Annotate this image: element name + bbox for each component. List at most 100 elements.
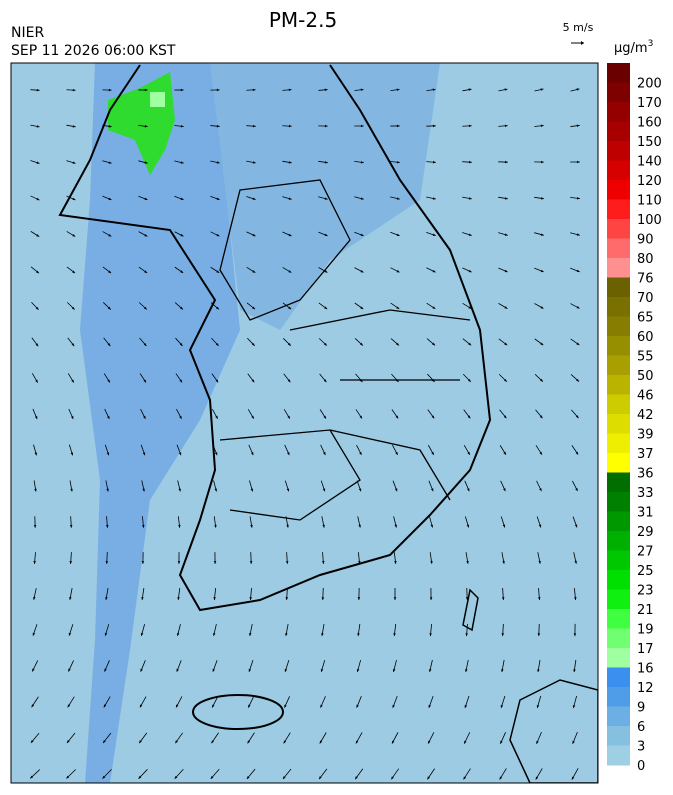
wind-arrow-head bbox=[180, 233, 184, 237]
wind-arrow-head bbox=[536, 740, 539, 744]
colorbar-label: 160 bbox=[637, 116, 662, 131]
wind-arrow-head bbox=[429, 597, 433, 600]
wind-arrow-head bbox=[428, 740, 431, 744]
colorbar-label: 23 bbox=[637, 584, 654, 599]
wind-arrow-head bbox=[66, 775, 70, 779]
wind-arrow-head bbox=[35, 306, 39, 310]
wind-arrow-head bbox=[216, 233, 220, 237]
wind-arrow-head bbox=[468, 88, 472, 91]
wind-arrow-head bbox=[576, 124, 580, 128]
wind-arrow-head bbox=[396, 197, 400, 200]
colorbar-segment bbox=[607, 726, 630, 746]
wind-arrow-head bbox=[144, 270, 148, 273]
wind-arrow-head bbox=[431, 415, 435, 419]
wind-arrow-head bbox=[431, 451, 434, 455]
wind-arrow-head bbox=[468, 233, 472, 236]
wind-arrow-head bbox=[504, 342, 508, 346]
wind-arrow-head bbox=[502, 560, 505, 564]
wind-arrow-head bbox=[576, 378, 579, 382]
wind-arrow-head bbox=[465, 597, 469, 600]
wind-arrow-head bbox=[144, 197, 148, 200]
wind-arrow-head bbox=[176, 668, 179, 672]
wind-arrow-head bbox=[34, 488, 37, 492]
colorbar-segment bbox=[607, 141, 630, 161]
wind-arrow-head bbox=[392, 704, 395, 708]
japan-coast bbox=[509, 679, 598, 783]
colorbar-segment bbox=[607, 394, 630, 415]
province-border bbox=[219, 179, 471, 521]
wind-arrow-head bbox=[176, 704, 179, 708]
wind-arrow-head bbox=[503, 415, 507, 419]
wind-arrow-head bbox=[324, 124, 328, 128]
wind-arrow-head bbox=[34, 452, 38, 456]
wind-arrow-head bbox=[468, 160, 472, 164]
wind-arrow-head bbox=[356, 704, 359, 708]
colorbar-label: 70 bbox=[637, 291, 654, 306]
wind-arrow-head bbox=[214, 452, 218, 456]
wind-arrow-head bbox=[179, 343, 183, 346]
wind-arrow-head bbox=[107, 415, 110, 419]
wind-arrow-head bbox=[393, 633, 396, 637]
wind-arrow-head bbox=[251, 342, 255, 346]
wind-arrow-head bbox=[319, 776, 322, 780]
wind-arrow-head bbox=[143, 415, 146, 419]
colorbar-label: 33 bbox=[637, 486, 654, 501]
wind-arrow-head bbox=[142, 524, 145, 528]
wind-arrow-head bbox=[396, 306, 400, 309]
wind-arrow-head bbox=[249, 597, 252, 600]
wind-arrow-head bbox=[252, 161, 256, 164]
wind-arrow-head bbox=[576, 233, 580, 236]
wind-arrow-head bbox=[396, 124, 400, 128]
wind-arrow-head bbox=[539, 488, 542, 492]
wind-arrow-head bbox=[33, 596, 36, 600]
wind-arrow-head bbox=[250, 524, 253, 528]
wind-arrow-head bbox=[394, 524, 397, 528]
wind-arrow-head bbox=[432, 233, 436, 236]
wind-arrow-head bbox=[539, 451, 543, 455]
wind-arrow-head bbox=[180, 197, 184, 200]
wind-arrow-head bbox=[324, 270, 328, 273]
wind-arrow-head bbox=[356, 669, 360, 672]
wind-arrow-head bbox=[323, 379, 327, 383]
wind-arrow-head bbox=[288, 88, 292, 92]
agency: NIER bbox=[11, 25, 44, 41]
wind-arrow-head bbox=[215, 415, 218, 419]
wind-arrow-head bbox=[501, 669, 504, 673]
unit-sup: 3 bbox=[648, 39, 654, 49]
wind-arrow-head bbox=[499, 776, 503, 780]
wind-arrow-head bbox=[432, 269, 436, 273]
colorbar-segment bbox=[607, 355, 630, 376]
wind-arrow-head bbox=[142, 452, 146, 456]
wind-arrow-head bbox=[35, 379, 38, 383]
colorbar-label: 25 bbox=[637, 564, 654, 579]
wind-arrow-head bbox=[324, 161, 328, 164]
colorbar-label: 6 bbox=[637, 720, 645, 735]
wind-arrow-head bbox=[392, 669, 396, 672]
wind-arrow-head bbox=[178, 524, 181, 528]
wind-arrow-head bbox=[106, 488, 109, 492]
wind-arrow-head bbox=[210, 775, 214, 779]
wind-arrow-head bbox=[321, 597, 325, 600]
wind-arrow-head bbox=[503, 451, 506, 455]
wind-arrow-head bbox=[105, 524, 109, 528]
wind-arrow-head bbox=[143, 343, 147, 347]
wind-arrow-head bbox=[576, 306, 580, 309]
wind-arrow-head bbox=[464, 740, 467, 744]
wind-arrow-head bbox=[70, 452, 74, 456]
wind-arrow-head bbox=[540, 342, 544, 346]
wind-arrow-head bbox=[285, 561, 289, 564]
wind-arrow-head bbox=[395, 451, 398, 455]
wind-arrow-head bbox=[105, 597, 108, 600]
wind-arrow-head bbox=[468, 269, 472, 273]
wind-arrow-head bbox=[138, 775, 142, 779]
wind-arrow-head bbox=[360, 160, 364, 164]
wind-arrow-head bbox=[322, 524, 325, 528]
wind-arrow-head bbox=[575, 451, 579, 455]
wind-arrow-head bbox=[431, 379, 435, 382]
wind-arrow-head bbox=[140, 632, 144, 636]
wind-arrow-head bbox=[108, 234, 112, 237]
wind-arrow-head bbox=[30, 775, 34, 779]
wind-arrow-head bbox=[393, 597, 397, 600]
colorbar-segment bbox=[607, 160, 630, 181]
wind-arrow-head bbox=[286, 524, 289, 528]
